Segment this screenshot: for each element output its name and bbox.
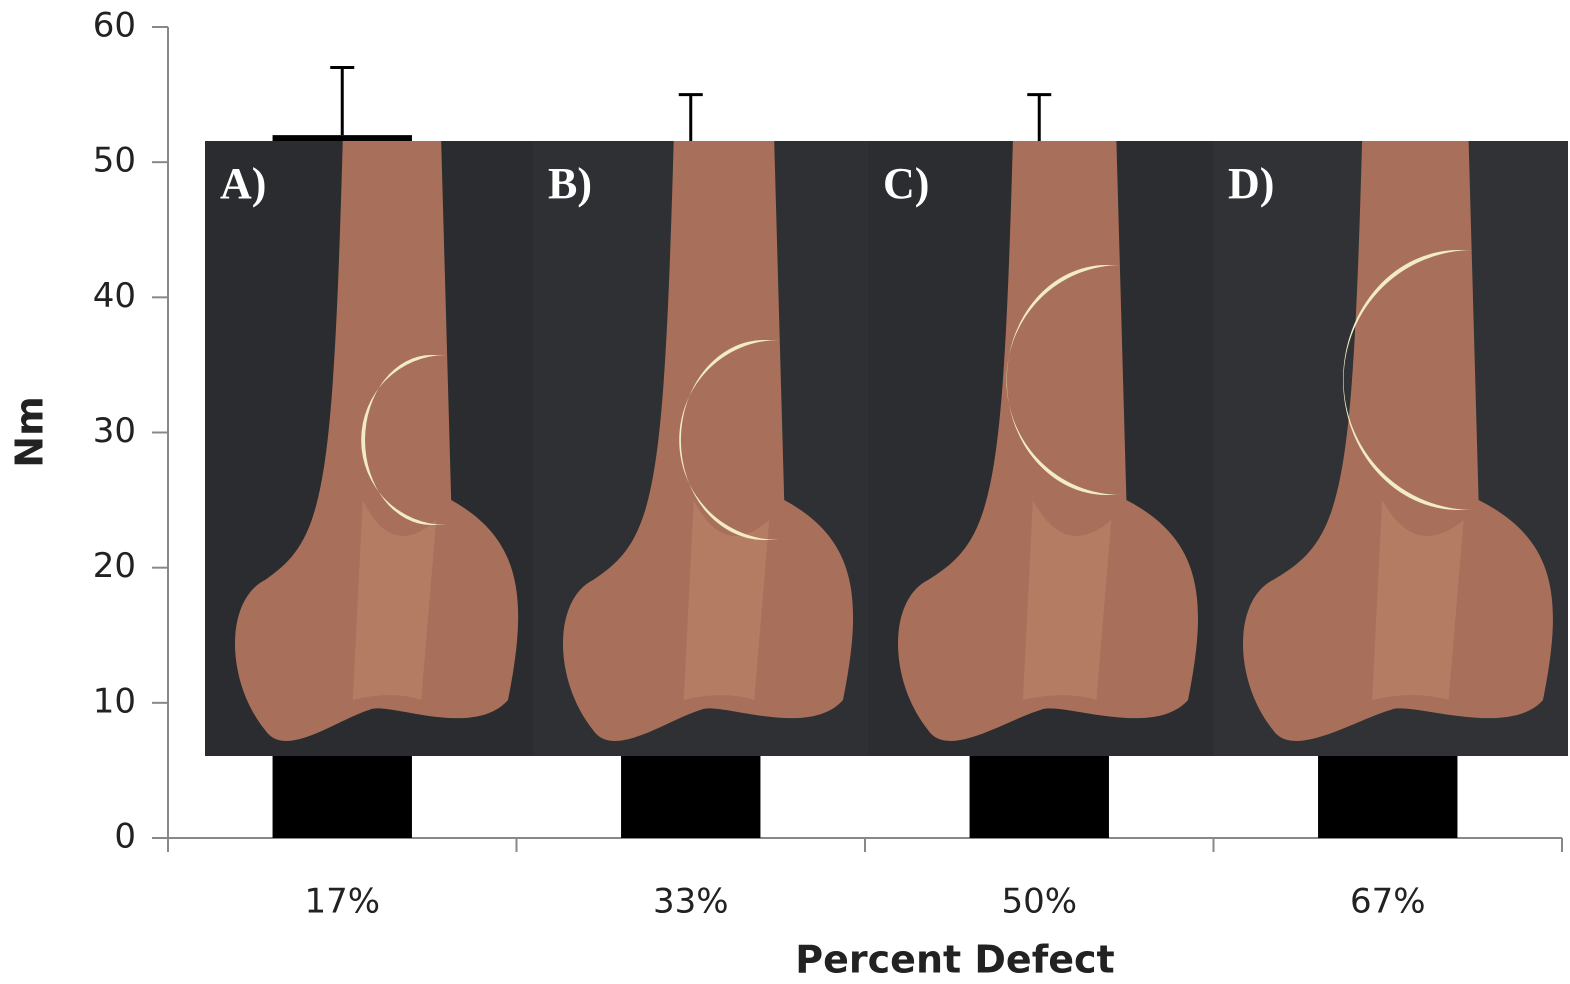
y-tick-label: 20 bbox=[93, 546, 136, 586]
panel-label: C) bbox=[883, 159, 929, 208]
y-tick-label: 10 bbox=[93, 681, 136, 721]
y-tick-label: 60 bbox=[93, 6, 136, 46]
y-tick-label: 0 bbox=[114, 817, 136, 857]
y-tick-label: 40 bbox=[93, 276, 136, 316]
x-tick-label: 50% bbox=[1001, 882, 1077, 922]
chart: Percent Defect Nm 0 10 20 30 40 50 60 17% 33% 50%… bbox=[0, 0, 1570, 984]
x-tick-label: 17% bbox=[304, 882, 380, 922]
y-axis-label: Nm bbox=[8, 396, 52, 467]
y-tick-label: 30 bbox=[93, 411, 136, 451]
y-tick-label: 50 bbox=[93, 141, 136, 181]
error-bar bbox=[330, 68, 354, 136]
x-tick-label: 33% bbox=[653, 882, 729, 922]
panel-label: D) bbox=[1228, 159, 1274, 208]
x-axis-label: Percent Defect bbox=[795, 938, 1114, 982]
page: Percent Defect Nm 0 10 20 30 40 50 60 17% 33% 50%… bbox=[0, 0, 1570, 984]
panel-label: A) bbox=[220, 159, 266, 208]
panel-label: B) bbox=[548, 159, 592, 208]
x-tick-label: 67% bbox=[1350, 882, 1426, 922]
